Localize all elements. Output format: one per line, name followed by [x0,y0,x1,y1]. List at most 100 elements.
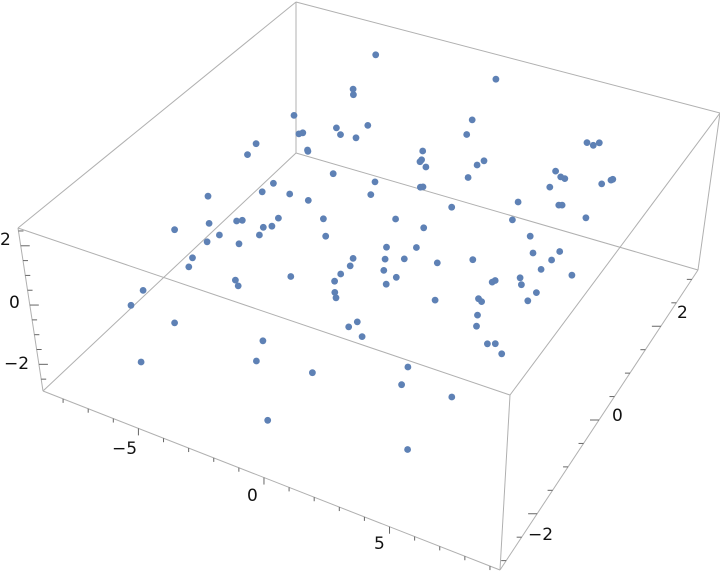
data-point [332,294,340,302]
data-point [346,262,354,270]
data-point [582,214,590,222]
data-point [337,270,345,278]
data-point [382,280,390,288]
data-point [322,232,330,240]
data-point [474,311,481,319]
box-edge [42,152,297,392]
data-point [491,277,499,284]
data-point [371,178,379,186]
data-point [331,289,339,296]
data-point [583,139,591,147]
data-point [484,340,491,348]
z-tick-label: −2 [4,354,30,374]
data-point [420,224,428,232]
box-edge [42,390,501,571]
data-point [518,281,525,289]
data-point [433,259,441,267]
data-point [529,249,537,257]
data-point [607,176,615,184]
data-point [478,298,485,305]
data-point [595,139,603,147]
data-point [498,350,506,358]
data-point [232,276,239,284]
data-point [256,231,263,239]
data-point [309,369,316,377]
data-point [431,296,439,304]
box-edge [17,227,44,392]
data-point [216,231,223,239]
data-point [331,277,338,285]
box-edge [499,394,511,571]
data-point [468,116,476,124]
y-tick-label: 0 [612,406,623,426]
data-point [372,51,380,59]
data-point [419,183,427,191]
data-point [422,163,430,171]
data-point [548,256,555,264]
data-point [270,179,277,187]
data-point [509,216,516,224]
data-point [358,333,366,340]
box-edge [295,152,699,271]
data-point [264,416,272,424]
z-tick-label: 0 [9,293,20,313]
data-point [404,363,412,371]
data-point [139,287,147,294]
data-point [137,358,145,366]
data-point [268,222,276,230]
data-point [349,85,357,93]
data-point [448,203,456,211]
data-point [392,273,400,281]
data-point [333,124,340,132]
data-point [320,215,327,223]
data-point [463,131,471,138]
data-point [304,146,311,154]
data-point [398,381,405,389]
data-point [367,191,375,199]
data-point [568,271,576,279]
data-point [127,301,135,309]
box-edge [17,1,297,229]
x-tick-label: −5 [112,439,138,459]
data-point [287,273,295,280]
data-point [448,393,456,401]
data-point [524,297,532,305]
y-tick-label: −2 [528,525,554,545]
bounding-box [17,1,720,571]
x-tick-label: 5 [374,534,385,554]
data-point [558,201,566,209]
data-point [204,192,212,200]
data-points [127,51,617,453]
data-point [598,180,606,188]
data-point [244,151,251,159]
data-point [353,318,361,326]
data-point [295,130,303,138]
data-point [469,256,477,264]
data-point [234,282,242,290]
data-point [380,267,388,274]
data-point [275,214,282,222]
data-point [416,158,424,166]
data-point [290,112,298,119]
box-edge [509,112,720,396]
data-point [546,183,554,191]
data-point [238,216,246,224]
data-point [514,198,522,206]
data-point [464,174,472,181]
data-point [337,131,344,139]
box-edge [17,227,511,396]
data-point [480,157,488,165]
data-point [233,217,241,225]
data-point [492,75,500,83]
data-point [526,232,534,240]
y-tick-label: 2 [677,303,688,323]
data-point [419,147,427,155]
data-point [473,161,481,169]
box-edge [295,1,720,114]
data-point [304,197,312,204]
data-point [413,244,420,251]
data-point [349,255,357,262]
data-point [345,323,353,331]
